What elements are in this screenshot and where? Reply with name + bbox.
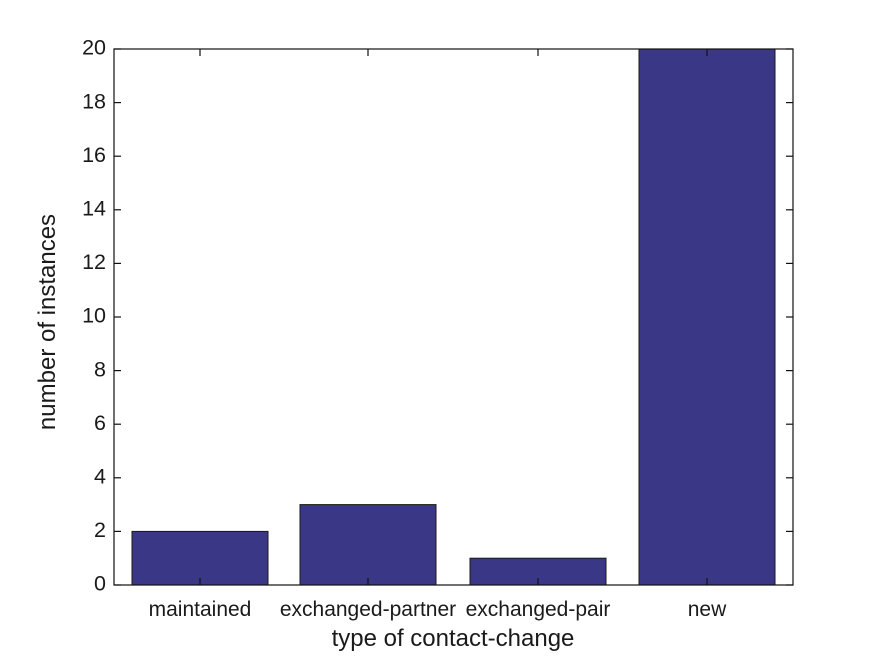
svg-text:0: 0 — [94, 572, 106, 596]
svg-text:exchanged-pair: exchanged-pair — [466, 598, 611, 621]
svg-text:number of instances: number of instances — [34, 214, 61, 430]
svg-text:exchanged-partner: exchanged-partner — [280, 598, 456, 621]
svg-text:12: 12 — [82, 250, 106, 274]
svg-text:16: 16 — [82, 143, 106, 167]
svg-text:maintained: maintained — [149, 598, 252, 621]
svg-text:2: 2 — [94, 518, 106, 542]
svg-text:type of contact-change: type of contact-change — [332, 625, 575, 652]
svg-text:10: 10 — [82, 304, 106, 328]
svg-text:new: new — [688, 598, 727, 621]
svg-text:20: 20 — [82, 36, 106, 60]
svg-text:18: 18 — [82, 89, 106, 113]
svg-text:8: 8 — [94, 357, 106, 381]
svg-text:4: 4 — [94, 464, 106, 488]
svg-text:14: 14 — [82, 196, 106, 220]
svg-text:6: 6 — [94, 411, 106, 435]
